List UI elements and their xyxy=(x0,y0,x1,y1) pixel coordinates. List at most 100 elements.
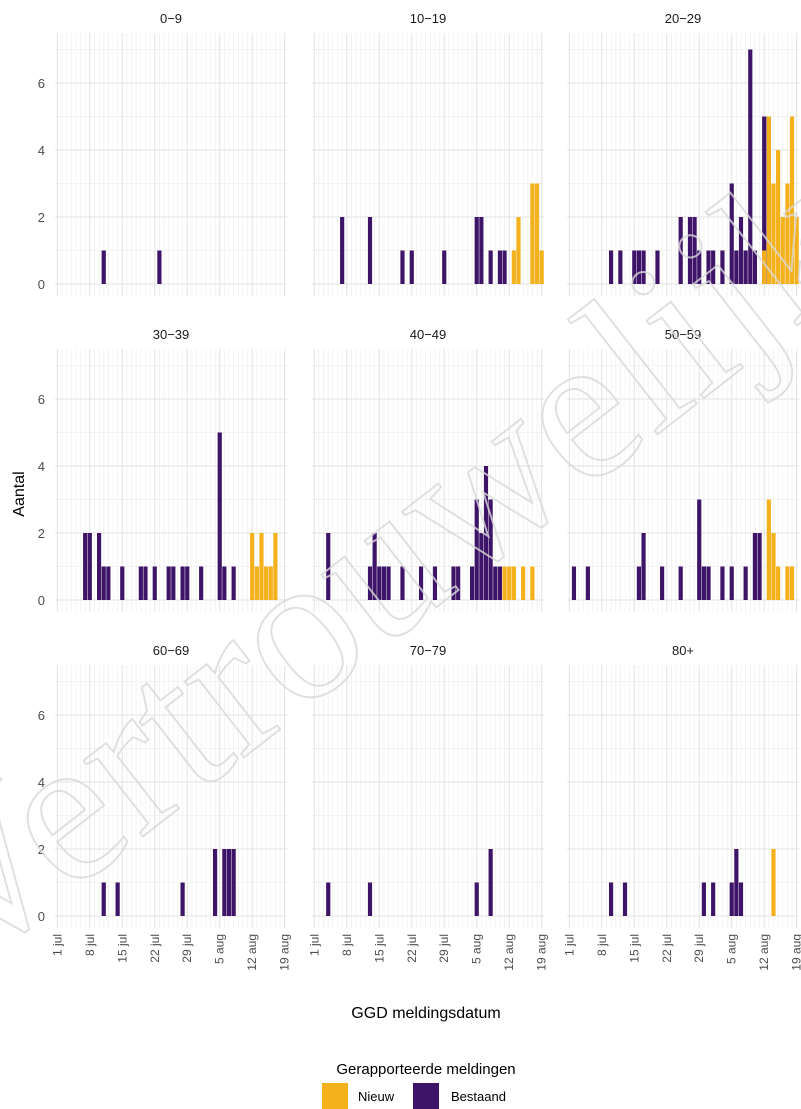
y-tick-label: 0 xyxy=(38,909,45,924)
bar-bestaand xyxy=(400,566,405,600)
y-tick-label: 4 xyxy=(38,143,45,158)
bar-nieuw xyxy=(254,566,259,600)
facet-panel: 20−29 xyxy=(567,11,799,296)
bar-bestaand xyxy=(483,466,489,600)
facet-panel: 0−9 0 2 4 6 xyxy=(38,11,287,296)
facet-title: 80+ xyxy=(672,643,694,658)
x-tick-label: 8 jul xyxy=(340,934,354,956)
facet-panel: 80+ 1 jul 8 jul 15 jul 22 jul 29 jul 5 aug 12 a… xyxy=(562,643,801,971)
y-tick-label: 2 xyxy=(38,842,45,857)
bar-nieuw xyxy=(776,566,781,600)
facet-panel: 10−19 xyxy=(312,11,544,296)
bar-nieuw xyxy=(502,566,507,600)
bar-bestaand xyxy=(479,217,484,284)
bar-bestaand xyxy=(660,566,665,600)
x-tick-label: 5 aug xyxy=(470,934,484,964)
bar-bestaand xyxy=(442,250,447,284)
bar-nieuw xyxy=(766,116,771,284)
bar-nieuw xyxy=(264,566,269,600)
bar-bestaand xyxy=(738,217,744,284)
bar-nieuw xyxy=(539,250,544,284)
bar-bestaand xyxy=(87,533,92,600)
bar-bestaand xyxy=(367,566,373,600)
facet-title: 20−29 xyxy=(665,11,702,26)
bar-bestaand xyxy=(340,217,345,284)
facet-title: 60−69 xyxy=(153,643,190,658)
bar-nieuw xyxy=(780,217,785,284)
bar-bestaand xyxy=(752,250,758,284)
bar-nieuw xyxy=(516,217,521,284)
bar-bestaand xyxy=(618,250,623,284)
bar-bestaand xyxy=(743,250,748,284)
bar-nieuw xyxy=(789,116,795,284)
x-tick-label: 19 aug xyxy=(535,934,549,971)
bar-bestaand xyxy=(622,882,628,916)
bar-bestaand xyxy=(502,250,507,284)
bar-nieuw xyxy=(771,183,776,284)
x-tick-label: 5 aug xyxy=(213,934,227,964)
bar-nieuw xyxy=(776,150,781,284)
bar-bestaand xyxy=(488,250,493,284)
bar-bestaand xyxy=(701,566,706,600)
bar-bestaand xyxy=(497,566,503,600)
bar-bestaand xyxy=(432,566,438,600)
y-axis-label: Aantal xyxy=(11,471,28,516)
bar-bestaand xyxy=(212,849,218,916)
bar-bestaand xyxy=(217,432,222,600)
facet-title: 40−49 xyxy=(410,327,447,342)
bar-bestaand xyxy=(655,250,660,284)
bar-bestaand xyxy=(456,566,461,600)
bar-nieuw xyxy=(511,250,516,284)
bar-bestaand xyxy=(636,250,642,284)
bar-bestaand xyxy=(636,566,642,600)
y-tick-label: 2 xyxy=(38,526,45,541)
y-tick-label: 4 xyxy=(38,459,45,474)
bar-bestaand xyxy=(711,882,716,916)
x-tick-label: 22 jul xyxy=(148,934,162,963)
bar-bestaand xyxy=(157,250,162,284)
y-tick-label: 6 xyxy=(38,708,45,723)
bar-bestaand xyxy=(734,849,739,916)
bar-bestaand xyxy=(143,566,148,600)
bar-bestaand xyxy=(738,882,744,916)
bar-bestaand xyxy=(720,566,725,600)
bar-bestaand xyxy=(101,250,106,284)
x-tick-label: 1 jul xyxy=(562,934,576,956)
bar-bestaand xyxy=(701,882,706,916)
bar-bestaand xyxy=(762,116,767,284)
bar-nieuw xyxy=(785,566,790,600)
bar-bestaand xyxy=(101,882,106,916)
bar-bestaand xyxy=(115,882,120,916)
bar-bestaand xyxy=(734,250,739,284)
facet-panel: 50−59 xyxy=(567,327,799,612)
bar-bestaand xyxy=(367,217,373,284)
bar-bestaand xyxy=(641,250,646,284)
x-tick-label: 29 jul xyxy=(180,934,194,963)
y-tick-label: 0 xyxy=(38,277,45,292)
bar-nieuw xyxy=(507,566,512,600)
x-tick-label: 5 aug xyxy=(725,934,739,964)
bar-bestaand xyxy=(372,533,377,600)
bar-bestaand xyxy=(678,217,683,284)
x-tick-label: 15 jul xyxy=(372,934,386,963)
facet-title: 30−39 xyxy=(153,327,190,342)
bar-bestaand xyxy=(226,849,232,916)
bar-bestaand xyxy=(711,250,716,284)
bar-bestaand xyxy=(474,499,479,600)
x-tick-label: 29 jul xyxy=(437,934,451,963)
x-tick-label: 12 aug xyxy=(757,934,771,971)
bar-bestaand xyxy=(418,566,424,600)
bar-bestaand xyxy=(377,566,382,600)
bar-nieuw xyxy=(771,533,776,600)
x-tick-label: 1 jul xyxy=(307,934,321,956)
bar-nieuw xyxy=(794,217,799,284)
bar-bestaand xyxy=(166,566,171,600)
bar-bestaand xyxy=(706,250,711,284)
x-tick-label: 22 jul xyxy=(405,934,419,963)
bar-bestaand xyxy=(729,566,734,600)
y-tick-label: 6 xyxy=(38,76,45,91)
x-tick-label: 15 jul xyxy=(115,934,129,963)
bar-bestaand xyxy=(757,533,762,600)
bar-bestaand xyxy=(138,566,143,600)
facet-title: 10−19 xyxy=(410,11,447,26)
